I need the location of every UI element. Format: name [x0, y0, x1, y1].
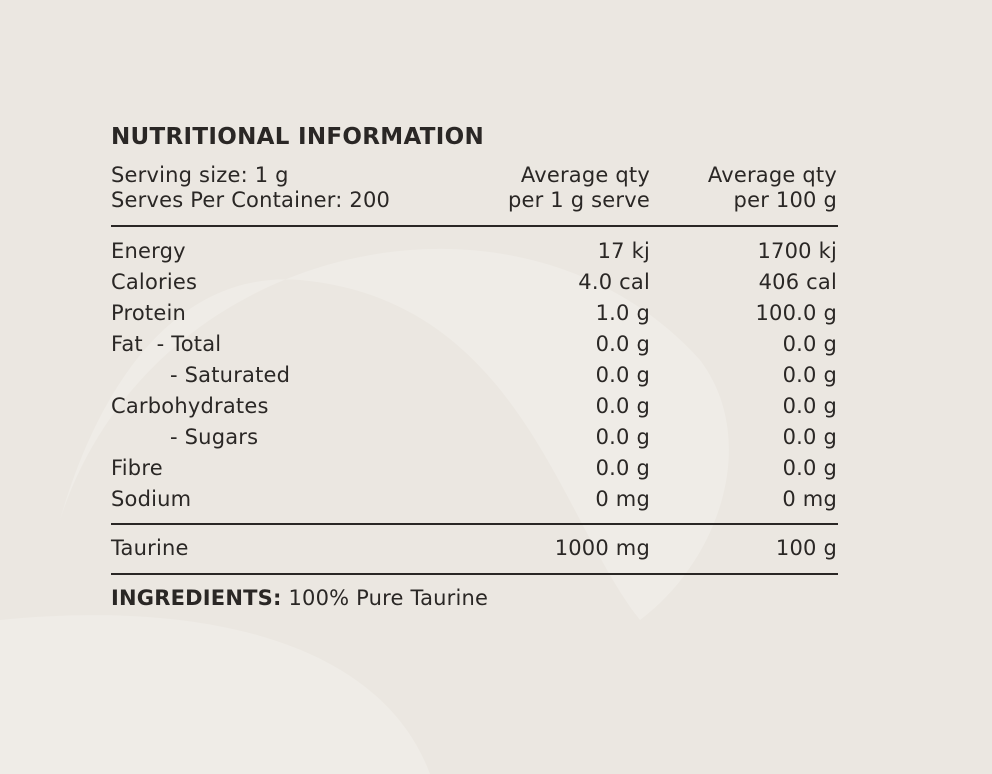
column-header: per 100 g: [733, 188, 837, 212]
serving-size: Serving size: 1 g: [111, 163, 289, 187]
nutrient-value: 4.0 cal: [578, 270, 650, 294]
nutrient-value: 0.0 g: [595, 425, 650, 449]
nutrient-value: 1000 mg: [554, 536, 650, 560]
nutrient-value: 0 mg: [595, 487, 650, 511]
nutrient-label: Calories: [111, 270, 198, 294]
divider: [111, 225, 838, 227]
divider: [111, 573, 838, 575]
nutrient-value: 1700 kj: [757, 239, 837, 263]
nutrient-value: 0.0 g: [782, 394, 837, 418]
nutrient-value: 0.0 g: [595, 456, 650, 480]
nutrient-label: - Saturated: [170, 363, 291, 387]
nutrient-label: Sodium: [111, 487, 192, 511]
nutrient-value: 406 cal: [758, 270, 837, 294]
nutrient-value: 100 g: [775, 536, 837, 560]
nutrient-label: Taurine: [111, 536, 189, 560]
ingredients-text: 100% Pure Taurine: [288, 586, 489, 610]
divider: [111, 523, 838, 525]
ingredients-label: INGREDIENTS:: [111, 586, 282, 610]
nutrient-value: 0.0 g: [595, 332, 650, 356]
column-header: Average qty: [520, 163, 650, 187]
nutrient-value: 17 kj: [597, 239, 650, 263]
nutrient-label: Fat - Total: [111, 332, 222, 356]
nutrient-label: - Sugars: [170, 425, 259, 449]
nutrient-value: 0.0 g: [595, 394, 650, 418]
nutrient-label: Protein: [111, 301, 187, 325]
nutrient-value: 0.0 g: [782, 363, 837, 387]
nutrient-value: 0.0 g: [782, 456, 837, 480]
nutrient-value: 1.0 g: [595, 301, 650, 325]
nutrient-value: 0 mg: [782, 487, 837, 511]
nutrient-value: 0.0 g: [782, 425, 837, 449]
nutrient-value: 100.0 g: [755, 301, 837, 325]
serves-per-container: Serves Per Container: 200: [111, 188, 391, 212]
ingredients: INGREDIENTS: 100% Pure Taurine: [111, 586, 488, 610]
title: NUTRITIONAL INFORMATION: [111, 124, 485, 150]
nutrient-value: 0.0 g: [595, 363, 650, 387]
nutrient-label: Carbohydrates: [111, 394, 269, 418]
column-header: per 1 g serve: [507, 188, 650, 212]
nutrient-value: 0.0 g: [782, 332, 837, 356]
nutrient-label: Fibre: [111, 456, 163, 480]
column-header: Average qty: [707, 163, 837, 187]
nutrient-label: Energy: [111, 239, 186, 263]
